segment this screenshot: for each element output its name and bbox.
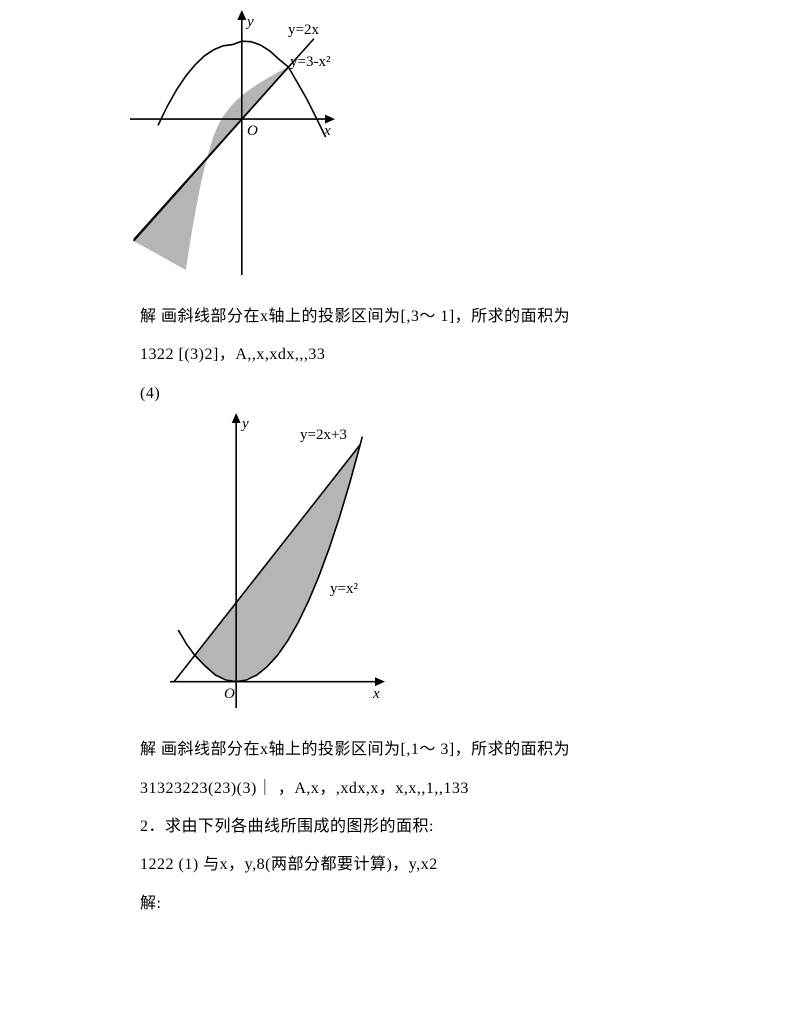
text-line-7: 1222 (1) 与x，y,8(两部分都要计算)，y,x2 [140,846,700,884]
d2-y-label: y [240,416,249,432]
text-line-2: 1322 [(3)2]，A,,x,xdx,,,33 [140,336,700,374]
diagram1-shade-outline [134,67,289,241]
diagram1-shaded-region [134,67,289,270]
text-line-4: 解 画斜线部分在x轴上的投影区间为[,1～ 3]，所求的面积为 [140,731,700,769]
diagram1-x-label: x [323,123,331,139]
text-line-1: 解 画斜线部分在x轴上的投影区间为[,3～ 1]，所求的面积为 [140,298,700,336]
diagram1-parabola-label: y=3-x² [290,54,331,70]
page-content: y x O y=2x y=3-x² 解 画斜线部分在x轴上的投影区间为[,3～ … [0,0,700,963]
text-line-8: 解: [140,885,700,923]
diagram1-y-axis [237,10,246,275]
text-line-3: (4) [140,375,700,413]
diagram-2: y x O y=2x+3 y=x² [170,413,700,713]
diagram1-line-label: y=2x [288,22,319,38]
diagram1-y-label: y [245,14,254,30]
d2-parabola-label: y=x² [330,581,358,597]
text-line-6: 2．求由下列各曲线所围成的图形的面积: [140,808,700,846]
d2-x-label: x [372,686,380,702]
d2-line-label: y=2x+3 [300,427,347,443]
diagram1-origin-label: O [247,123,258,139]
text-line-5: 31323223(23)(3)｜ ，A,x，,xdx,x，x,x,,1,,133 [140,770,700,808]
d2-origin-label: O [224,686,235,702]
diagram-1: y x O y=2x y=3-x² [130,10,700,280]
